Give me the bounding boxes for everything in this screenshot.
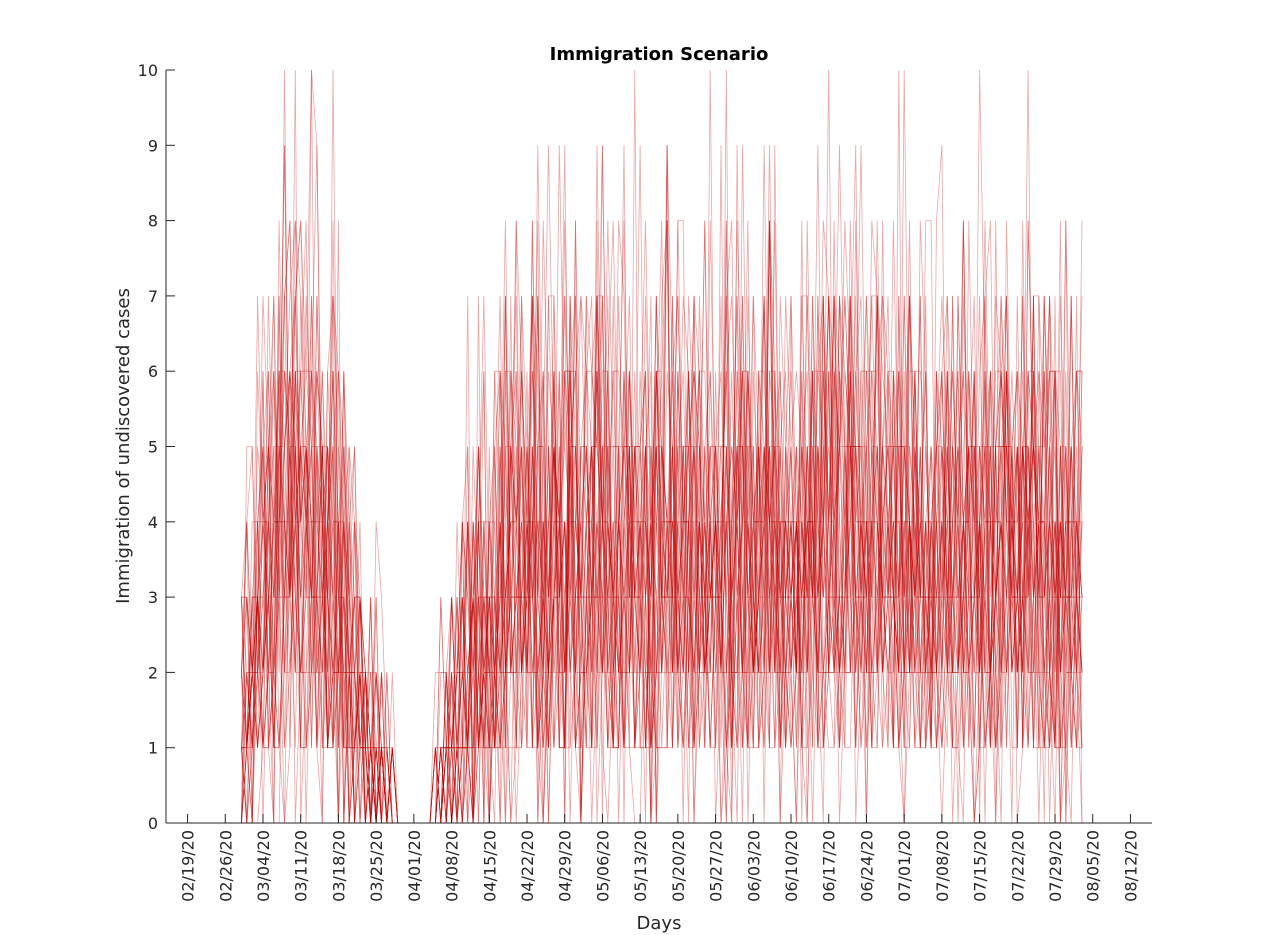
x-tick-label: 03/04/20 [254, 830, 273, 902]
x-tick-label: 04/22/20 [518, 830, 537, 902]
trajectory-lines [241, 69, 1083, 824]
x-tick-label: 07/01/20 [895, 830, 914, 902]
trajectory-line [241, 220, 1083, 824]
x-tick-label: 04/08/20 [443, 830, 462, 902]
trajectory-line [241, 220, 1083, 824]
trajectory-line [241, 69, 1083, 824]
x-tick-label: 07/08/20 [933, 830, 952, 902]
trajectory-line [241, 69, 1083, 824]
x-tick-label: 08/12/20 [1121, 830, 1140, 902]
x-tick-label: 07/29/20 [1046, 830, 1065, 902]
x-tick-label: 02/26/20 [216, 830, 235, 902]
x-tick-label: 07/15/20 [971, 830, 990, 902]
trajectory-line [241, 69, 1083, 824]
x-tick-label: 03/11/20 [292, 830, 311, 902]
y-tick-label: 0 [148, 814, 158, 833]
trajectory-line [241, 69, 1083, 824]
x-tick-label: 06/10/20 [782, 830, 801, 902]
y-tick-label: 6 [148, 362, 158, 381]
x-tick-label: 06/24/20 [857, 830, 876, 902]
y-axis-label: Immigration of undiscovered cases [113, 288, 134, 604]
x-tick-label: 04/01/20 [405, 830, 424, 902]
y-tick-label: 7 [148, 287, 158, 306]
x-tick-label: 04/15/20 [480, 830, 499, 902]
x-tick-label: 02/19/20 [179, 830, 198, 902]
x-tick-label: 05/20/20 [669, 830, 688, 902]
trajectory-line [241, 145, 1083, 824]
trajectory-line [241, 220, 1083, 824]
trajectory-line [241, 69, 1082, 824]
x-ticks: 02/19/20 02/26/20 03/04/20 03/11/20 03/18/20… [179, 814, 1140, 902]
trajectory-line [241, 145, 1083, 824]
y-tick-label: 3 [148, 588, 158, 607]
x-axis-label: Days [637, 913, 682, 934]
x-tick-label: 03/25/20 [367, 830, 386, 902]
x-tick-label: 04/29/20 [556, 830, 575, 902]
trajectory-line [241, 220, 1083, 824]
trajectory-line [241, 145, 1082, 824]
x-tick-label: 07/22/20 [1008, 830, 1027, 902]
y-tick-label: 10 [138, 61, 158, 80]
trajectory-line [241, 145, 1083, 824]
x-tick-label: 05/06/20 [593, 830, 612, 902]
x-tick-label: 06/03/20 [744, 830, 763, 902]
x-tick-label: 08/05/20 [1084, 830, 1103, 902]
y-tick-label: 8 [148, 212, 158, 231]
y-tick-label: 1 [148, 739, 158, 758]
x-tick-label: 05/27/20 [707, 830, 726, 902]
chart-title: Immigration Scenario [550, 44, 769, 65]
trajectory-line [241, 295, 1082, 824]
x-tick-label: 05/13/20 [631, 830, 650, 902]
y-ticks: 0 1 2 3 4 5 6 7 8 9 10 [138, 61, 175, 833]
x-tick-label: 03/18/20 [329, 830, 348, 902]
x-tick-label: 06/17/20 [820, 830, 839, 902]
trajectory-line [241, 145, 1083, 824]
y-tick-label: 9 [148, 136, 158, 155]
y-tick-label: 2 [148, 663, 158, 682]
trajectory-line [241, 145, 1083, 824]
trajectory-line [241, 220, 1082, 824]
y-tick-label: 4 [148, 513, 158, 532]
trajectory-line [241, 220, 1083, 824]
y-tick-label: 5 [148, 438, 158, 457]
trajectory-line [241, 69, 1083, 824]
